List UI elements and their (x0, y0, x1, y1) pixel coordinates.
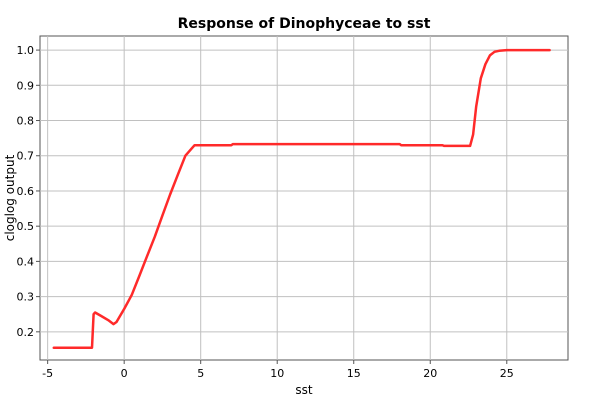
series-layer (52, 48, 551, 349)
response-curve-line (52, 48, 551, 349)
x-tick-label: 20 (423, 367, 437, 380)
y-tick-label: 1.0 (17, 44, 35, 57)
y-tick-label: 0.3 (17, 291, 35, 304)
plot-area (39, 35, 569, 361)
y-tick-label: 0.5 (17, 220, 35, 233)
y-tick-label: 0.9 (17, 79, 35, 92)
grid (40, 36, 568, 360)
chart-title: Response of Dinophyceae to sst (178, 16, 431, 32)
x-axis-label: sst (295, 383, 313, 397)
x-tick-label: -5 (42, 367, 53, 380)
y-axis-label: cloglog output (3, 154, 17, 241)
y-tick-label: 0.8 (17, 115, 35, 128)
x-tick-label: 15 (347, 367, 361, 380)
y-tick-label: 0.6 (17, 185, 35, 198)
x-tick-label: 5 (197, 367, 204, 380)
y-tick-label: 0.4 (17, 255, 35, 268)
y-tick-label: 0.2 (17, 326, 35, 339)
x-tick-label: 25 (500, 367, 514, 380)
y-tick-label: 0.7 (17, 150, 35, 163)
axis-ticks: -5 0 5 10 15 20 25 0.2 0.3 0.4 0.5 0.6 0.7 0.8 0.9 1.0 (17, 44, 514, 380)
x-tick-label: 10 (270, 367, 284, 380)
x-tick-label: 0 (121, 367, 128, 380)
